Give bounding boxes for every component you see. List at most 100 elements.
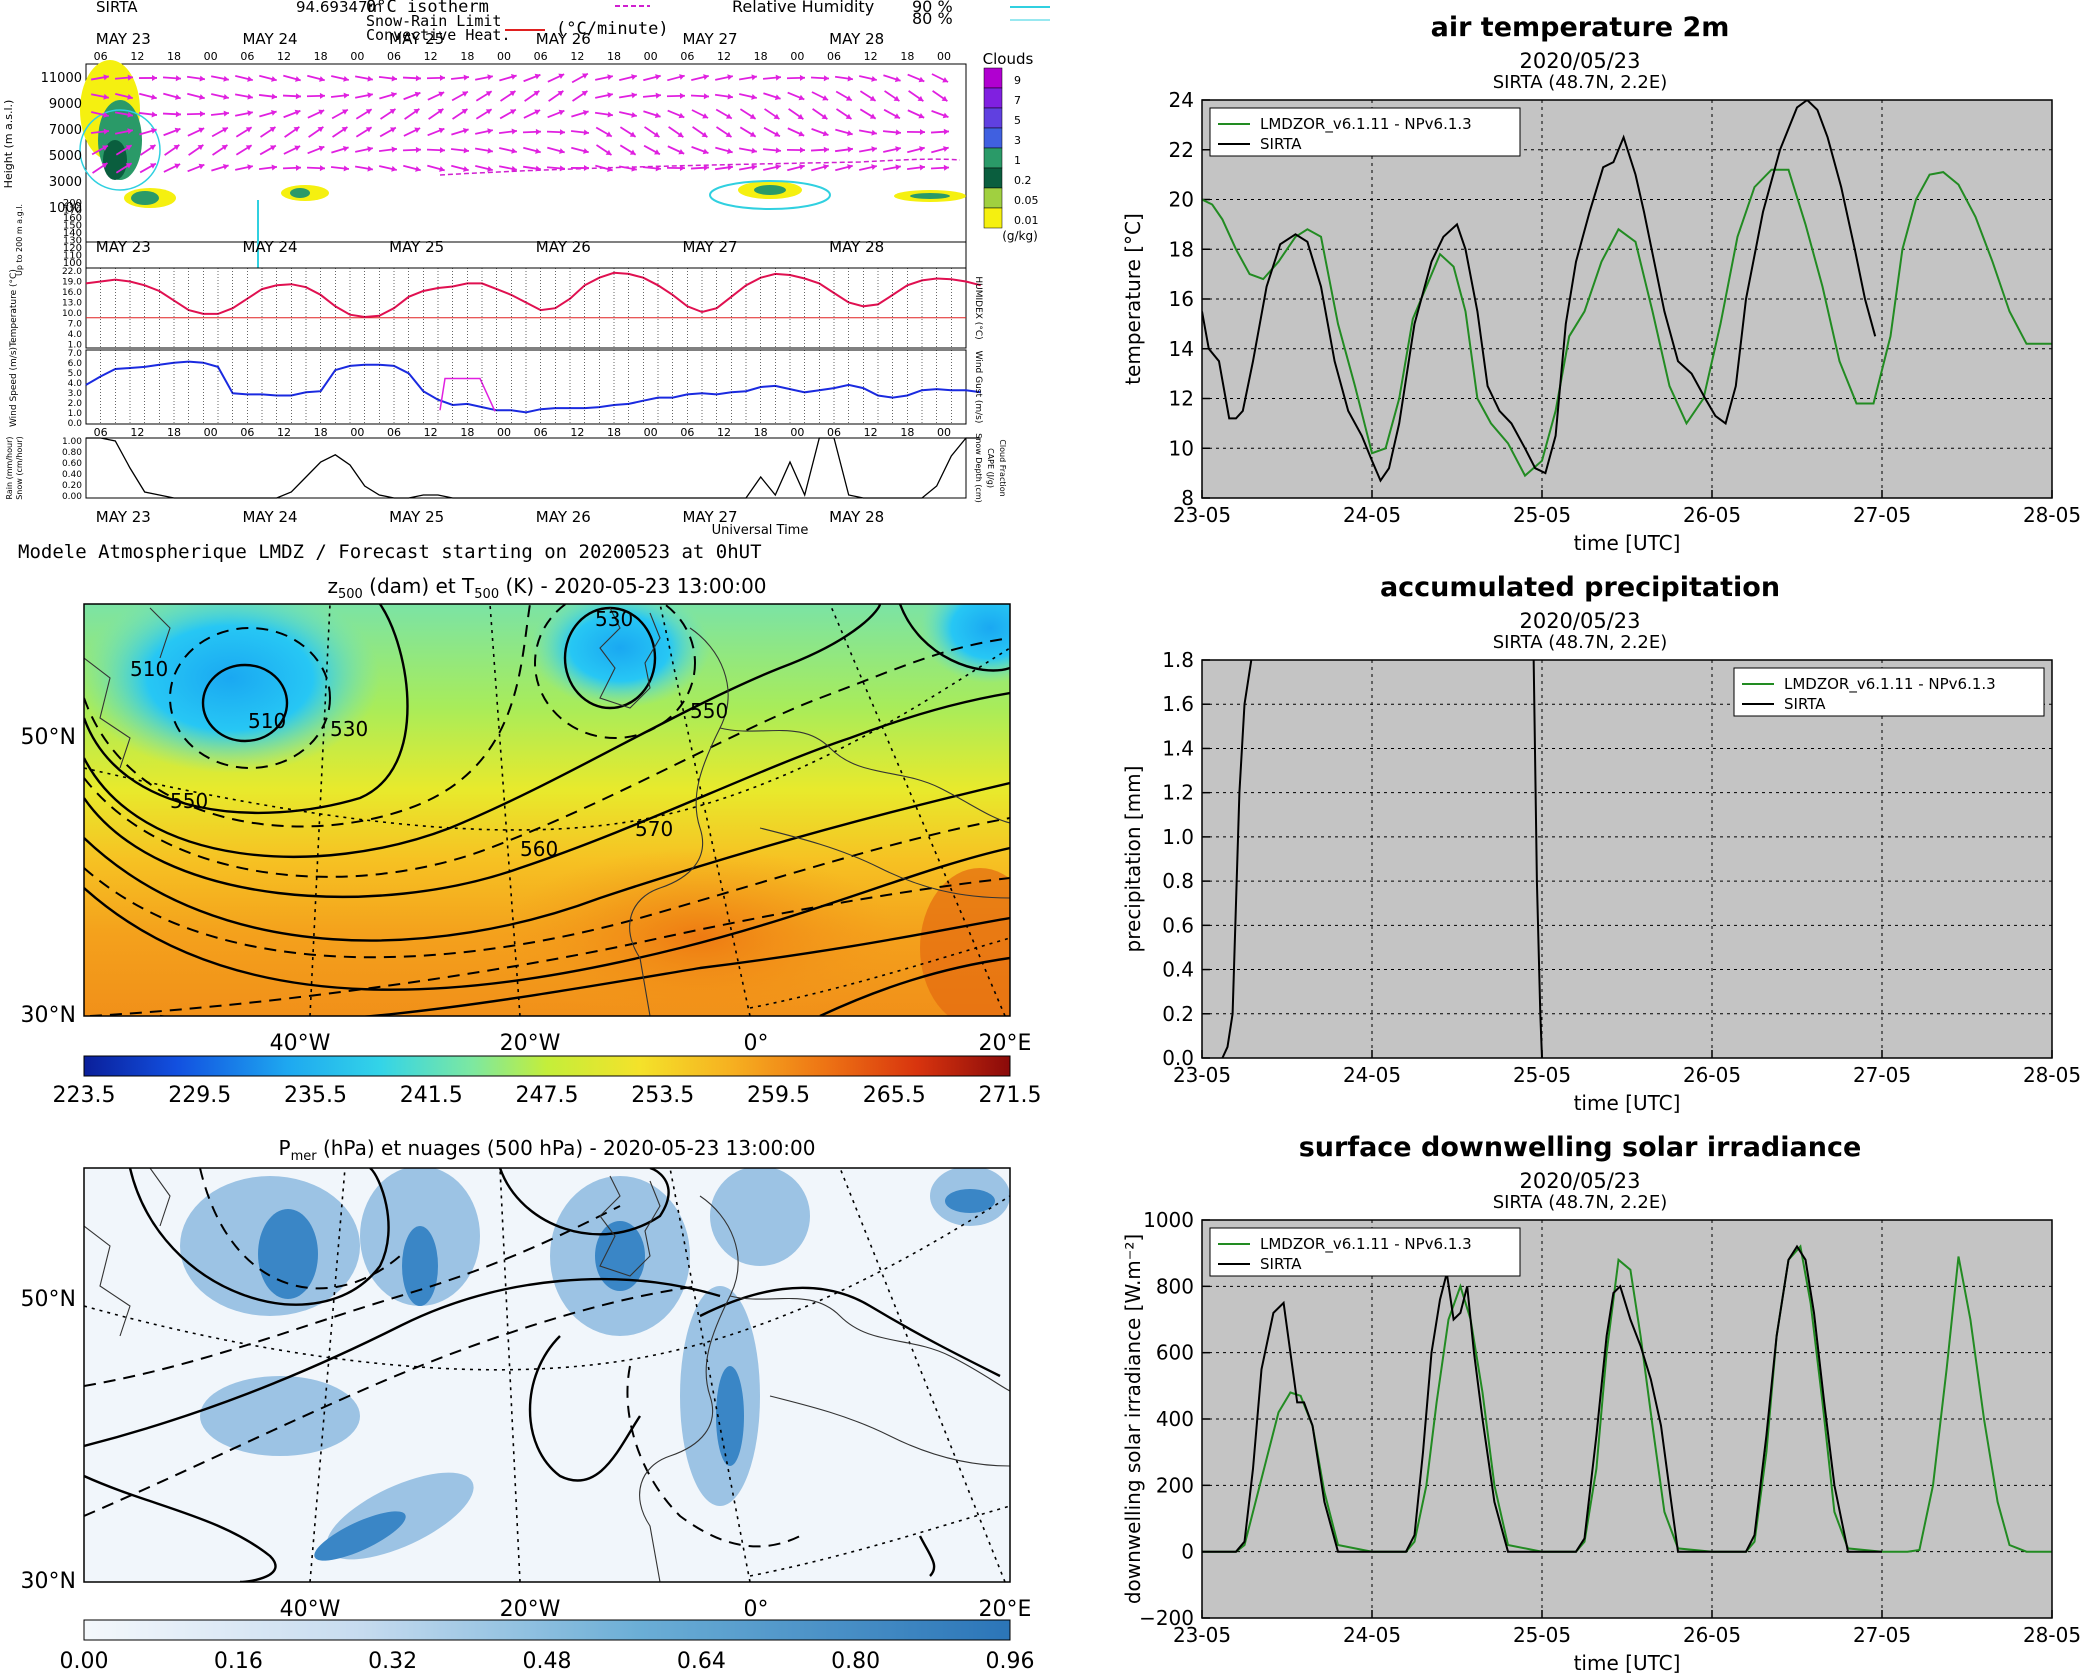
legend-entry: SIRTA bbox=[1260, 1255, 1302, 1273]
wind-arrowhead bbox=[223, 75, 229, 82]
clouds-title: Clouds bbox=[983, 50, 1034, 68]
hour-label: 12 bbox=[277, 50, 291, 63]
hour-label: 00 bbox=[497, 426, 511, 439]
station-height: 94.69347m bbox=[296, 0, 382, 16]
wind-arrowhead bbox=[798, 130, 805, 137]
wind-arrowhead bbox=[271, 164, 277, 171]
legend-conv-unit: (°C/minute) bbox=[556, 19, 669, 39]
wind-arrowhead bbox=[702, 148, 709, 155]
temp-tick: 16.0 bbox=[62, 288, 82, 298]
y-tick-label: 0 bbox=[1181, 1540, 1194, 1564]
wind-arrowhead bbox=[127, 94, 133, 100]
x-axis-label: time [UTC] bbox=[1574, 1091, 1681, 1115]
low-level-tick: 120 bbox=[63, 243, 82, 254]
x-tick-label: 28-05 bbox=[2023, 1623, 2081, 1647]
wind-arrowhead bbox=[702, 113, 709, 119]
lon-label: 40°W bbox=[280, 1597, 341, 1622]
wind-arrowhead bbox=[199, 110, 205, 117]
wind-arrowhead bbox=[654, 112, 661, 119]
wind-arrowhead bbox=[703, 93, 709, 100]
day-label: MAY 25 bbox=[389, 238, 444, 256]
wind-arrowhead bbox=[559, 165, 565, 172]
hour-label: 06 bbox=[387, 50, 401, 63]
low-level-tick: 170 bbox=[63, 206, 82, 217]
hour-label: 12 bbox=[717, 50, 731, 63]
y-axis-label: precipitation [mm] bbox=[1121, 766, 1145, 953]
wind-arrowhead bbox=[894, 76, 901, 83]
wind-arrowhead bbox=[749, 113, 756, 119]
day-label: MAY 25 bbox=[389, 30, 444, 48]
wind-arrowhead bbox=[727, 74, 733, 81]
wind-arrowhead bbox=[534, 109, 541, 115]
wind-arrowhead bbox=[534, 73, 541, 80]
wind-arrowhead bbox=[103, 74, 109, 81]
y-tick-label: 0.4 bbox=[1162, 958, 1194, 982]
chart-subtitle: 2020/05/23 bbox=[1519, 609, 1640, 633]
wind-arrowhead bbox=[727, 148, 733, 154]
wind-arrowhead bbox=[463, 74, 469, 81]
wind-arrowhead bbox=[390, 127, 396, 133]
day-label: MAY 23 bbox=[96, 30, 151, 48]
wind-arrowhead bbox=[798, 94, 805, 101]
wind-arrowhead bbox=[511, 165, 517, 172]
wind-arrowhead bbox=[294, 145, 301, 151]
wind-tick: 2.0 bbox=[68, 399, 83, 409]
precipitation-panel bbox=[85, 437, 967, 499]
day-label: MAY 24 bbox=[242, 30, 297, 48]
day-label: MAY 25 bbox=[389, 508, 444, 526]
wind-arrowhead bbox=[102, 145, 108, 151]
hour-label: 12 bbox=[570, 426, 584, 439]
y-tick-label: 18 bbox=[1169, 237, 1194, 261]
wind-arrowhead bbox=[847, 146, 853, 153]
cloud-blob bbox=[131, 191, 159, 205]
wind-arrowhead bbox=[223, 110, 229, 117]
hour-label: 00 bbox=[497, 50, 511, 63]
chart-title: air temperature 2m bbox=[1431, 12, 1730, 43]
day-label: MAY 28 bbox=[829, 508, 884, 526]
x-tick-label: 23-05 bbox=[1173, 1063, 1231, 1087]
wind-arrowhead bbox=[293, 126, 300, 133]
z500-map-title: z500 (dam) et T500 (K) - 2020-05-23 13:0… bbox=[327, 574, 766, 602]
x-axis-label: Universal Time bbox=[712, 523, 809, 538]
wind-arrowhead bbox=[319, 165, 325, 172]
clouds-key-label: 1 bbox=[1014, 154, 1021, 167]
lon-label: 0° bbox=[744, 1597, 769, 1622]
wind-arrowhead bbox=[271, 76, 277, 82]
day-label: MAY 27 bbox=[682, 508, 737, 526]
plot-area bbox=[1202, 660, 2052, 1058]
wind-arrowhead bbox=[269, 126, 276, 133]
wind-arrowhead bbox=[318, 109, 325, 116]
wind-arrowhead bbox=[581, 90, 588, 97]
colorbar-tick-label: 0.96 bbox=[986, 1649, 1035, 1674]
wind-arrowhead bbox=[751, 164, 757, 171]
hour-label: 12 bbox=[130, 426, 144, 439]
wind-arrowhead bbox=[919, 129, 925, 136]
pmer-coastlines bbox=[84, 1168, 1010, 1582]
gust-line bbox=[439, 377, 496, 412]
wind-arrowhead bbox=[391, 75, 397, 82]
hour-label: 12 bbox=[424, 426, 438, 439]
lon-label: 20°E bbox=[979, 1597, 1032, 1622]
wind-arrowhead bbox=[605, 149, 612, 155]
hour-label: 18 bbox=[314, 50, 328, 63]
lat-label: 50°N bbox=[21, 1287, 76, 1312]
wind-arrowhead bbox=[535, 128, 541, 135]
pmer-colorbar bbox=[83, 1619, 1011, 1641]
wind-arrowhead bbox=[774, 131, 780, 137]
wind-arrowhead bbox=[607, 74, 613, 81]
wind-arrowhead bbox=[413, 108, 420, 115]
colorbar-tick-label: 247.5 bbox=[516, 1083, 579, 1108]
chart-subtitle-location: SIRTA (48.7N, 2.2E) bbox=[1493, 72, 1668, 93]
wind-arrowhead bbox=[342, 109, 348, 115]
wind-arrowhead bbox=[511, 128, 517, 135]
wind-arrowhead bbox=[125, 163, 132, 169]
day-label: MAY 28 bbox=[829, 238, 884, 256]
wind-arrowhead bbox=[775, 164, 781, 171]
hour-label: 12 bbox=[864, 50, 878, 63]
hour-label: 12 bbox=[570, 50, 584, 63]
wind-arrowhead bbox=[101, 162, 108, 169]
wind-arrowhead bbox=[655, 92, 661, 99]
wind-arrowhead bbox=[462, 127, 469, 134]
wind-arrowhead bbox=[341, 126, 348, 133]
